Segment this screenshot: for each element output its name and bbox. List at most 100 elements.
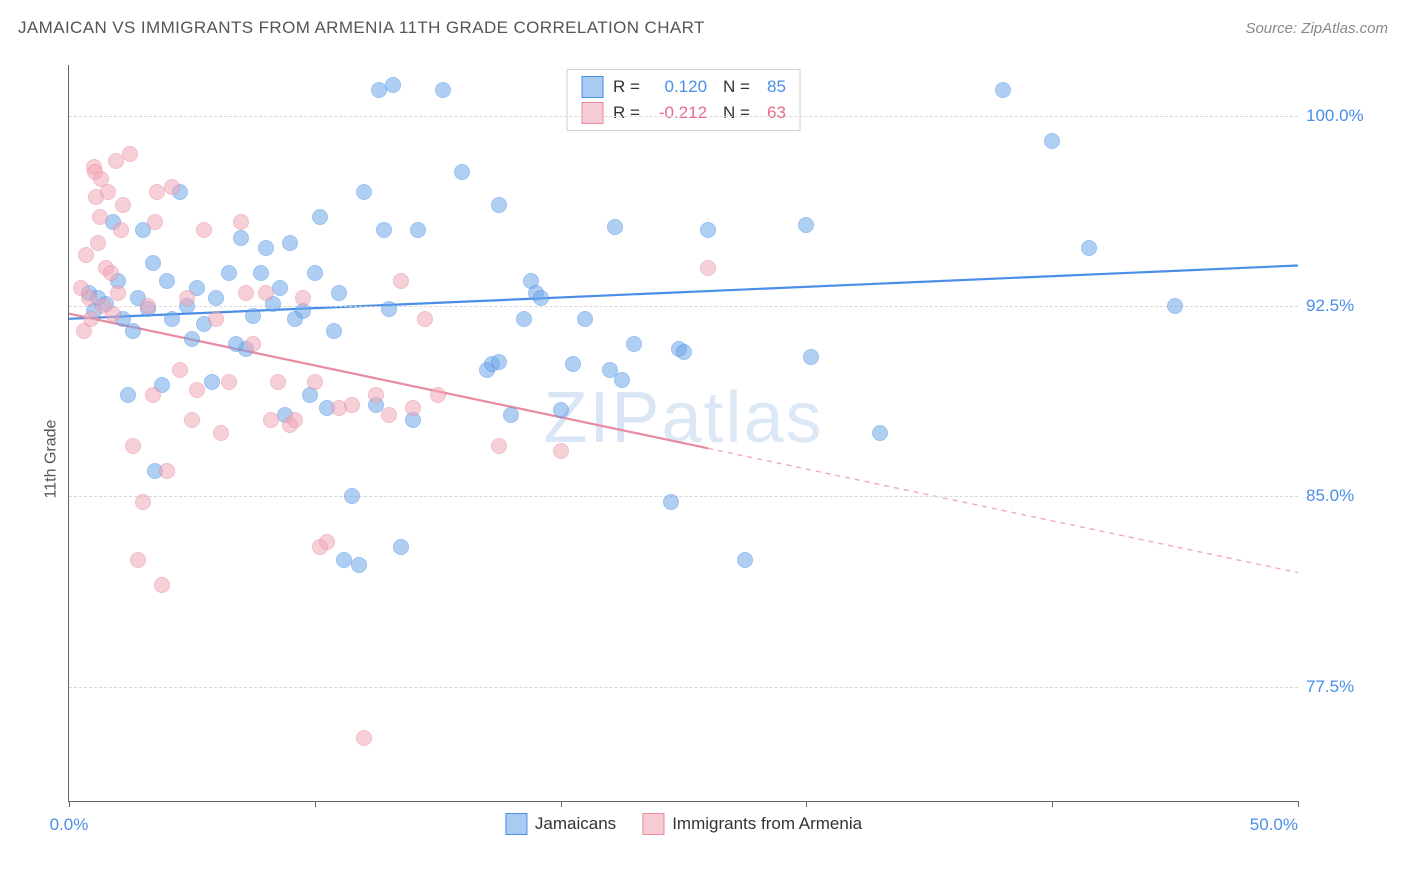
data-point	[213, 425, 229, 441]
x-tick	[315, 801, 316, 807]
legend-series-label: Immigrants from Armenia	[672, 814, 862, 834]
legend-bottom: Jamaicans Immigrants from Armenia	[505, 813, 862, 835]
data-point	[417, 311, 433, 327]
data-point	[228, 336, 244, 352]
data-point	[103, 265, 119, 281]
data-point	[491, 354, 507, 370]
data-point	[159, 273, 175, 289]
data-point	[344, 488, 360, 504]
data-point	[430, 387, 446, 403]
data-point	[376, 222, 392, 238]
data-point	[385, 77, 401, 93]
data-point	[233, 230, 249, 246]
data-point	[189, 382, 205, 398]
y-axis-label: 11th Grade	[42, 419, 60, 498]
data-point	[245, 336, 261, 352]
data-point	[614, 372, 630, 388]
data-point	[164, 311, 180, 327]
data-point	[145, 255, 161, 271]
data-point	[393, 273, 409, 289]
legend-series-item: Jamaicans	[505, 813, 616, 835]
data-point	[287, 311, 303, 327]
data-point	[100, 184, 116, 200]
data-point	[553, 443, 569, 459]
data-point	[184, 412, 200, 428]
data-point	[145, 387, 161, 403]
legend-correlation-row: R =0.120N =85	[567, 74, 800, 100]
gridline	[69, 306, 1298, 307]
data-point	[565, 356, 581, 372]
data-point	[351, 557, 367, 573]
data-point	[553, 402, 569, 418]
r-label: R =	[613, 77, 641, 97]
data-point	[626, 336, 642, 352]
data-point	[803, 349, 819, 365]
data-point	[238, 285, 254, 301]
gridline	[69, 687, 1298, 688]
data-point	[516, 311, 532, 327]
legend-swatch	[505, 813, 527, 835]
data-point	[233, 214, 249, 230]
data-point	[179, 290, 195, 306]
data-point	[577, 311, 593, 327]
data-point	[798, 217, 814, 233]
data-point	[454, 164, 470, 180]
data-point	[676, 344, 692, 360]
data-point	[122, 146, 138, 162]
y-tick-label: 100.0%	[1306, 106, 1382, 126]
data-point	[154, 577, 170, 593]
r-value: 0.120	[651, 77, 707, 97]
legend-series-label: Jamaicans	[535, 814, 616, 834]
data-point	[253, 265, 269, 281]
x-tick	[806, 801, 807, 807]
data-point	[125, 438, 141, 454]
data-point	[1044, 133, 1060, 149]
x-tick-label: 0.0%	[50, 815, 89, 835]
data-point	[381, 407, 397, 423]
data-point	[208, 290, 224, 306]
n-label: N =	[723, 77, 750, 97]
n-value: 63	[760, 103, 786, 123]
data-point	[110, 285, 126, 301]
data-point	[184, 331, 200, 347]
data-point	[356, 184, 372, 200]
legend-correlation-row: R =-0.212N =63	[567, 100, 800, 126]
data-point	[73, 280, 89, 296]
data-point	[1167, 298, 1183, 314]
data-point	[287, 412, 303, 428]
plot-area: ZIPatlas R =0.120N =85R =-0.212N =63 Jam…	[68, 65, 1298, 802]
data-point	[344, 397, 360, 413]
data-point	[368, 387, 384, 403]
data-point	[393, 539, 409, 555]
legend-top: R =0.120N =85R =-0.212N =63	[566, 69, 801, 131]
legend-swatch	[642, 813, 664, 835]
legend-swatch	[581, 76, 603, 98]
data-point	[503, 407, 519, 423]
data-point	[491, 438, 507, 454]
data-point	[607, 219, 623, 235]
data-point	[331, 285, 347, 301]
data-point	[221, 265, 237, 281]
trendlines	[69, 65, 1298, 801]
data-point	[196, 222, 212, 238]
data-point	[700, 260, 716, 276]
r-value: -0.212	[651, 103, 707, 123]
data-point	[130, 552, 146, 568]
data-point	[78, 247, 94, 263]
data-point	[135, 494, 151, 510]
data-point	[105, 306, 121, 322]
data-point	[159, 463, 175, 479]
data-point	[204, 374, 220, 390]
x-tick	[69, 801, 70, 807]
data-point	[307, 374, 323, 390]
data-point	[872, 425, 888, 441]
data-point	[258, 240, 274, 256]
data-point	[700, 222, 716, 238]
x-tick	[1052, 801, 1053, 807]
x-tick-label: 50.0%	[1250, 815, 1298, 835]
data-point	[125, 323, 141, 339]
data-point	[435, 82, 451, 98]
source-label: Source: ZipAtlas.com	[1245, 20, 1388, 37]
data-point	[737, 552, 753, 568]
y-tick-label: 85.0%	[1306, 486, 1382, 506]
